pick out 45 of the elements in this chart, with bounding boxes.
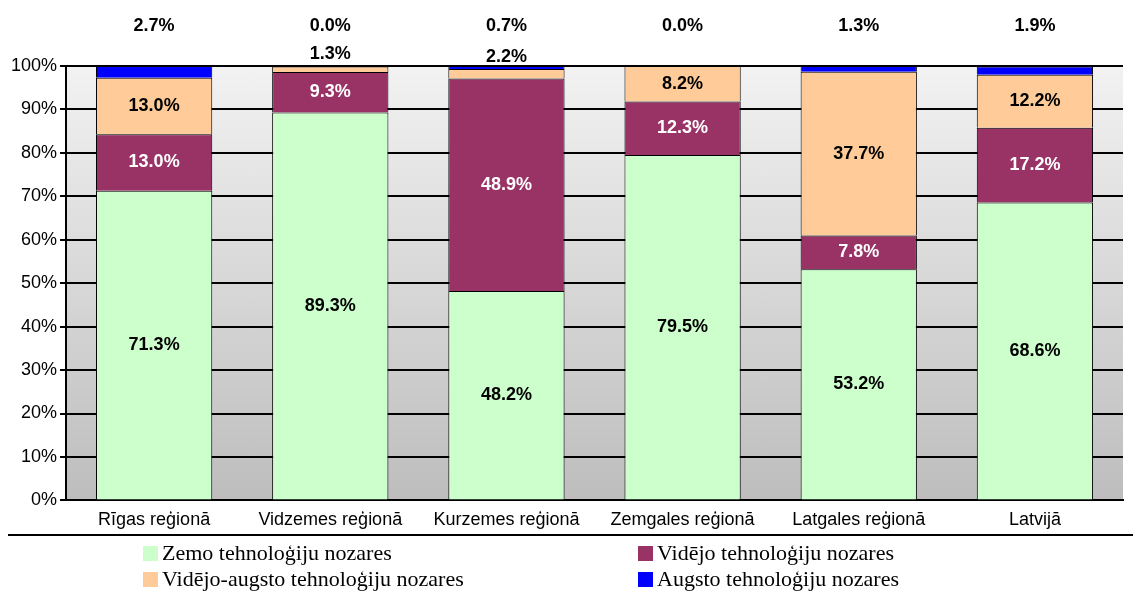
y-tick-label: 40%: [21, 315, 58, 336]
data-label: 1.3%: [309, 43, 351, 64]
data-label: 37.7%: [833, 142, 885, 163]
data-label: 53.2%: [833, 373, 885, 394]
data-label: 2.7%: [133, 14, 175, 35]
data-label: 9.3%: [309, 81, 351, 102]
y-tick-label: 20%: [21, 402, 58, 423]
data-label: 48.9%: [480, 173, 532, 194]
y-tick-label: 50%: [21, 272, 58, 293]
data-label: 12.3%: [657, 117, 709, 138]
x-tick-label: Vidzemes reģionā: [258, 509, 404, 530]
data-label: 8.2%: [662, 72, 704, 93]
legend-label: Augsto tehnoloģiju nozares: [657, 566, 899, 592]
legend-label: Vidējo-augsto tehnoloģiju nozares: [162, 566, 464, 592]
legend-label: Zemo tehnoloģiju nozares: [162, 540, 392, 566]
y-tick-label: 100%: [10, 54, 58, 75]
data-label: 13.0%: [128, 94, 180, 115]
data-label: 48.2%: [480, 384, 532, 405]
legend-label: Vidējo tehnoloģiju nozares: [657, 540, 894, 566]
x-tick-label: Zemgales reģionā: [610, 509, 756, 530]
data-label: 1.3%: [838, 14, 880, 35]
y-tick-label: 60%: [21, 228, 58, 249]
data-label: 89.3%: [304, 294, 356, 315]
x-tick-label: Rīgas reģionā: [98, 509, 212, 530]
data-label: 0.7%: [485, 14, 527, 35]
y-tick-label: 0%: [31, 489, 58, 510]
data-label: 68.6%: [1009, 339, 1061, 360]
y-tick-label: 10%: [21, 445, 58, 466]
x-tick-label: Latgales reģionā: [792, 509, 927, 530]
data-label: 0.0%: [309, 15, 351, 36]
x-tick-label: Kurzemes reģionā: [433, 509, 581, 530]
data-label: 12.2%: [1009, 90, 1061, 111]
data-label: 79.5%: [657, 316, 709, 337]
data-label: 13.0%: [128, 151, 180, 172]
data-label: 17.2%: [1009, 154, 1061, 175]
data-label: 2.2%: [485, 46, 527, 67]
data-label: 71.3%: [128, 334, 180, 355]
y-tick-label: 30%: [21, 359, 58, 380]
x-tick-label: Latvijā: [1008, 509, 1062, 530]
y-tick-label: 90%: [21, 98, 58, 119]
y-tick-label: 70%: [21, 185, 58, 206]
y-tick-label: 80%: [21, 141, 58, 162]
data-label: 7.8%: [838, 241, 880, 262]
data-label: 1.9%: [1014, 15, 1056, 36]
data-label: 0.0%: [662, 14, 704, 35]
